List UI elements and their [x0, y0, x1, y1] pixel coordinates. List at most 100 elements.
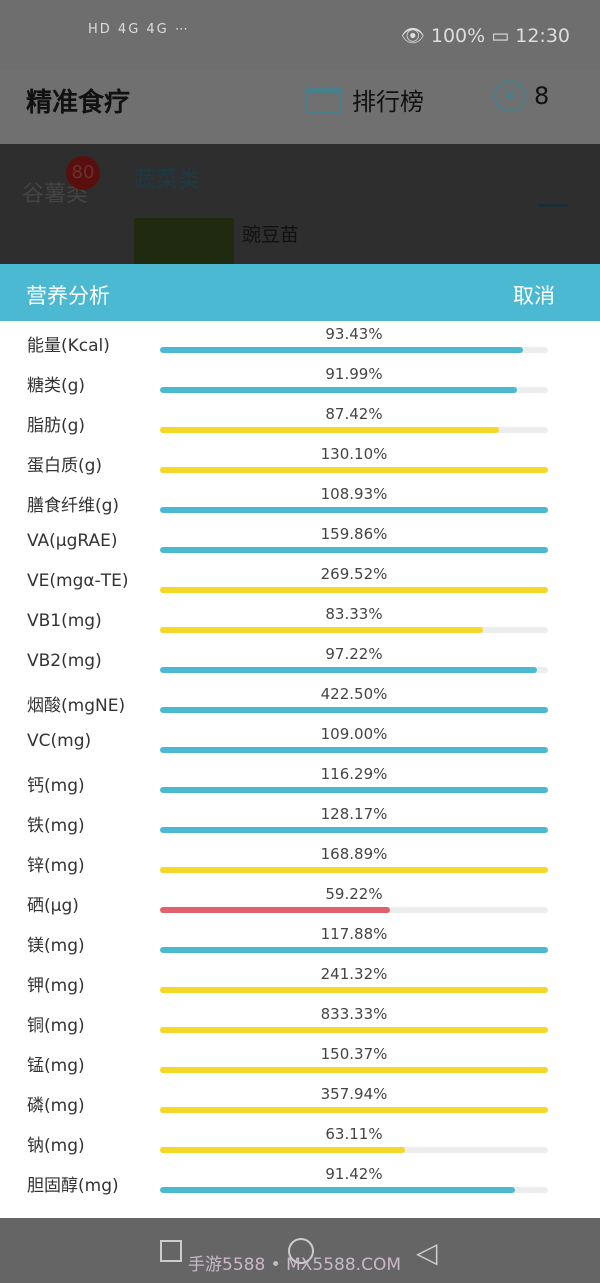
nutrient-label: 铁(mg) — [27, 816, 85, 836]
progress-track — [160, 467, 548, 473]
progress-track — [160, 907, 548, 913]
progress-track — [160, 1107, 548, 1113]
nutrient-label: 锌(mg) — [27, 856, 85, 876]
progress-fill — [160, 1027, 548, 1033]
count-badge: 80 — [66, 156, 100, 190]
nutrient-percent: 357.94% — [320, 1085, 388, 1103]
coin-count: 8 — [534, 82, 550, 110]
ranking-button[interactable]: 排行榜 — [306, 82, 424, 117]
progress-track — [160, 1187, 548, 1193]
progress-fill — [160, 507, 548, 513]
nutrient-percent: 150.37% — [320, 1045, 388, 1063]
progress-fill — [160, 587, 548, 593]
nutrient-row: 硒(μg) 59.22% — [0, 882, 600, 922]
nutrient-row: 胆固醇(mg) 91.42% — [0, 1162, 600, 1202]
nutrient-label: 蛋白质(g) — [27, 456, 103, 476]
minus-icon — [538, 204, 568, 207]
nutrient-percent: 97.22% — [325, 645, 383, 663]
progress-track — [160, 1027, 548, 1033]
nutrient-percent: 117.88% — [320, 925, 388, 943]
nutrient-percent: 91.42% — [325, 1165, 383, 1183]
nutrient-percent: 116.29% — [320, 765, 388, 783]
app-title: 精准食疗 — [26, 88, 131, 118]
progress-fill — [160, 747, 548, 753]
nutrient-percent: 422.50% — [320, 685, 388, 703]
progress-fill — [160, 467, 548, 473]
nutrient-row: 钾(mg) 241.32% — [0, 962, 600, 1002]
dimmed-background: 谷薯类 80 蔬菜类 豌豆苗 — [0, 144, 600, 264]
progress-track — [160, 427, 548, 433]
nutrient-percent: 63.11% — [325, 1125, 383, 1143]
back-button[interactable]: ◁ — [416, 1236, 438, 1269]
nutrient-percent: 833.33% — [320, 1005, 388, 1023]
nutrient-row: 能量(Kcal) 93.43% — [0, 322, 600, 362]
progress-fill — [160, 907, 390, 913]
nutrient-label: 钙(mg) — [27, 776, 85, 796]
progress-fill — [160, 667, 538, 673]
nutrient-row: 锰(mg) 150.37% — [0, 1042, 600, 1082]
nutrient-row: 铜(mg) 833.33% — [0, 1002, 600, 1042]
navigation-bar: ◁ 手游5588 • MX5588.COM — [0, 1218, 600, 1283]
watermark: 手游5588 • MX5588.COM — [188, 1255, 401, 1275]
progress-track — [160, 987, 548, 993]
clock: 12:30 — [515, 25, 570, 47]
nutrient-label: 镁(mg) — [27, 936, 85, 956]
nutrient-percent: 108.93% — [320, 485, 388, 503]
nutrient-percent: 91.99% — [325, 365, 383, 383]
progress-track — [160, 387, 548, 393]
nutrient-label: 膳食纤维(g) — [27, 496, 120, 516]
nutrient-row: VA(μgRAE) 159.86% — [0, 522, 600, 562]
yen-coin-icon: ¥ — [494, 80, 526, 112]
nutrient-label: 硒(μg) — [27, 896, 79, 916]
nutrient-percent: 93.43% — [325, 325, 383, 343]
panel-header: 营养分析 取消 — [0, 264, 600, 321]
nutrient-row: 蛋白质(g) 130.10% — [0, 442, 600, 482]
nutrient-label: 磷(mg) — [27, 1096, 85, 1116]
nutrient-row: 糖类(g) 91.99% — [0, 362, 600, 402]
nutrient-row: 锌(mg) 168.89% — [0, 842, 600, 882]
progress-fill — [160, 947, 548, 953]
progress-track — [160, 787, 548, 793]
nutrient-percent: 83.33% — [325, 605, 383, 623]
cancel-button[interactable]: 取消 — [513, 284, 555, 308]
progress-track — [160, 347, 548, 353]
progress-fill — [160, 827, 548, 833]
progress-track — [160, 1067, 548, 1073]
nutrient-label: 钾(mg) — [27, 976, 85, 996]
nutrient-label: 能量(Kcal) — [27, 336, 110, 356]
progress-track — [160, 867, 548, 873]
nutrient-percent: 159.86% — [320, 525, 388, 543]
nutrient-row: 脂肪(g) 87.42% — [0, 402, 600, 442]
progress-track — [160, 747, 548, 753]
nutrient-percent: 269.52% — [320, 565, 388, 583]
nutrient-row: 磷(mg) 357.94% — [0, 1082, 600, 1122]
nutrient-label: 糖类(g) — [27, 376, 86, 396]
category-vegetables: 蔬菜类 — [134, 168, 201, 193]
nutrient-label: 烟酸(mgNE) — [27, 696, 126, 716]
progress-fill — [160, 387, 517, 393]
ranking-label: 排行榜 — [352, 88, 424, 116]
progress-fill — [160, 867, 548, 873]
nutrient-label: VB1(mg) — [27, 611, 102, 631]
recents-button[interactable] — [160, 1240, 182, 1262]
progress-track — [160, 707, 548, 713]
progress-fill — [160, 987, 548, 993]
progress-fill — [160, 1107, 548, 1113]
nutrient-label: 脂肪(g) — [27, 416, 86, 436]
coin-button[interactable]: ¥ 8 — [494, 80, 549, 112]
progress-fill — [160, 547, 548, 553]
progress-fill — [160, 1187, 515, 1193]
progress-fill — [160, 627, 484, 633]
nutrient-row: 铁(mg) 128.17% — [0, 802, 600, 842]
nutrient-percent: 59.22% — [325, 885, 383, 903]
progress-track — [160, 1147, 548, 1153]
home-button[interactable] — [288, 1238, 314, 1264]
eye-icon: 👁 — [400, 25, 425, 47]
progress-fill — [160, 347, 523, 353]
progress-track — [160, 587, 548, 593]
nutrient-row: VB1(mg) 83.33% — [0, 602, 600, 642]
food-name: 豌豆苗 — [242, 224, 300, 246]
nutrient-label: 铜(mg) — [27, 1016, 85, 1036]
progress-track — [160, 667, 548, 673]
progress-track — [160, 507, 548, 513]
